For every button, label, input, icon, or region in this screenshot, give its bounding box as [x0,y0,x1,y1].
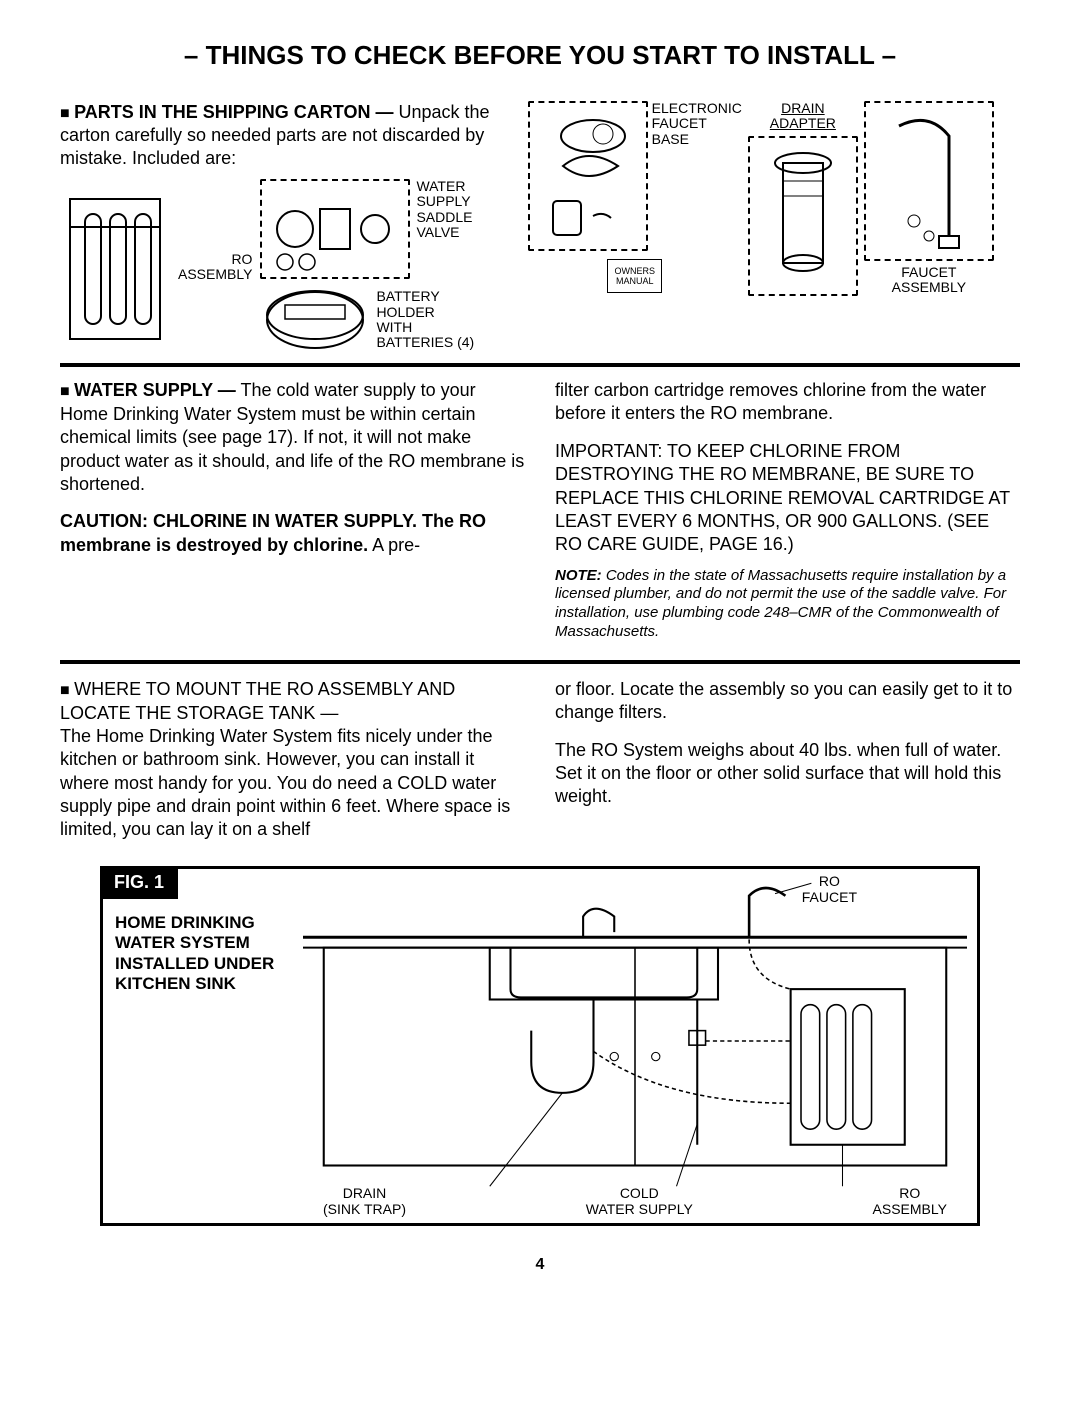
faucet-assembly-label: FAUCET ASSEMBLY [892,265,966,296]
battery-holder-illustration [260,285,370,355]
faucet-assembly-illustration [864,101,994,261]
ro-assembly-label: RO ASSEMBLY [178,252,252,283]
parts-lead: PARTS IN THE SHIPPING CARTON — Unpack th… [60,101,508,169]
figure-ro-assembly-label: RO ASSEMBLY [873,1185,947,1217]
ro-assembly-illustration [60,179,170,349]
drain-adapter-label: DRAIN ADAPTER [770,101,836,132]
note-body: Codes in the state of Massachusetts requ… [555,567,1006,640]
parts-section: PARTS IN THE SHIPPING CARTON — Unpack th… [60,101,1020,367]
figure-caption: HOME DRINKING WATER SYSTEM INSTALLED UND… [115,913,305,995]
figure-cold-label: COLD WATER SUPPLY [586,1185,693,1217]
electronic-faucet-base-label: ELECTRONIC FAUCET BASE [652,101,742,251]
important-text: IMPORTANT: TO KEEP CHLORINE FROM DESTROY… [555,440,1020,557]
mount-right-1: or floor. Locate the assembly so you can… [555,678,1020,725]
page-title: – THINGS TO CHECK BEFORE YOU START TO IN… [60,40,1020,71]
note-label: NOTE: [555,567,602,584]
drain-adapter-illustration [748,136,858,296]
saddle-valve-label: WATER SUPPLY SADDLE VALVE [416,179,472,241]
figure-tag: FIG. 1 [100,866,178,899]
saddle-valve-illustration [260,179,410,279]
mount-section: WHERE TO MOUNT THE RO ASSEMBLY AND LOCAT… [60,678,1020,842]
parts-heading: PARTS IN THE SHIPPING CARTON — [60,102,393,122]
battery-holder-label: BATTERY HOLDER WITH BATTERIES (4) [376,289,474,351]
mount-right-2: The RO System weighs about 40 lbs. when … [555,739,1020,809]
figure-drain-label: DRAIN (SINK TRAP) [323,1185,406,1217]
prefilter-text: filter carbon cartridge removes chlorine… [555,379,1020,426]
owners-manual-illustration: OWNERS MANUAL [607,259,662,293]
chlorine-caution: CAUTION: CHLORINE IN WATER SUPPLY. The R… [60,511,486,554]
figure-1: FIG. 1 HOME DRINKING WATER SYSTEM INSTAL… [100,866,980,1226]
figure-illustration [303,869,967,1213]
electronic-faucet-base-illustration [528,101,648,251]
page-number: 4 [60,1256,1020,1274]
water-supply-section: WATER SUPPLY — The cold water supply to … [60,379,1020,664]
water-supply-heading: WATER SUPPLY — [60,380,236,400]
chlorine-caution-tail: A pre- [368,535,420,555]
mount-heading: WHERE TO MOUNT THE RO ASSEMBLY AND LOCAT… [60,679,455,723]
mount-left-body: The Home Drinking Water System fits nice… [60,725,525,842]
